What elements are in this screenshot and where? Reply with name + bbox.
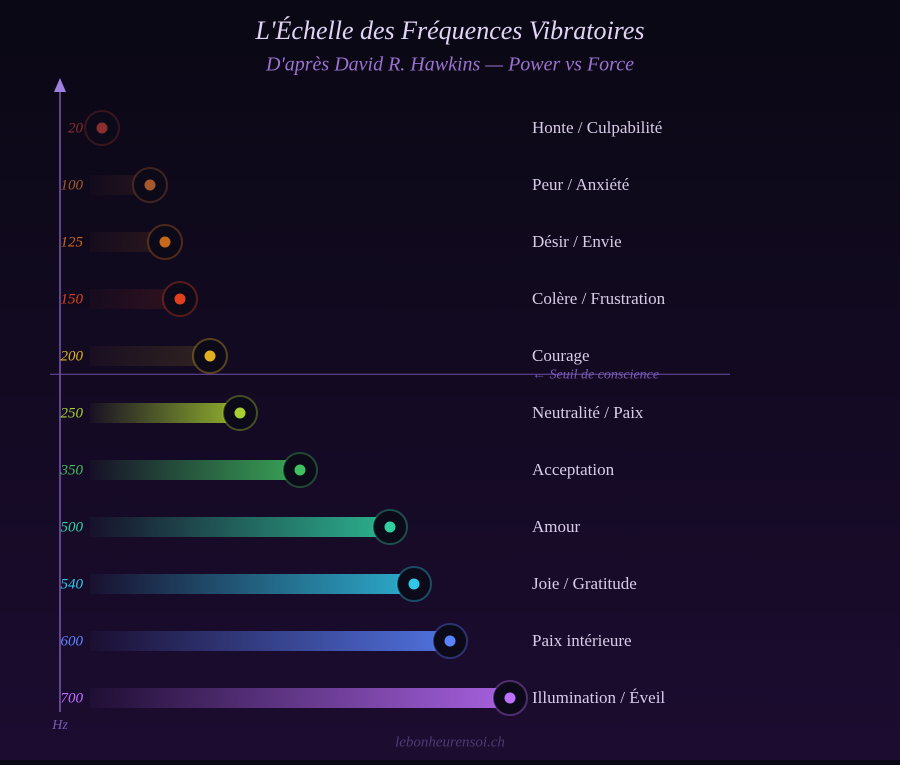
chart-title: L'Échelle des Fréquences Vibratoires <box>255 16 645 45</box>
source: lebonheurensoi.ch <box>395 734 505 750</box>
dot <box>144 179 156 191</box>
bar <box>90 574 414 594</box>
category-label: Acceptation <box>532 460 615 479</box>
category-label: Joie / Gratitude <box>532 574 637 593</box>
dot <box>174 293 186 305</box>
value-label: 700 <box>61 690 84 706</box>
bar <box>90 232 165 252</box>
axis-label: Hz <box>51 718 68 733</box>
value-label: 125 <box>61 234 84 250</box>
axis-arrow <box>54 78 66 92</box>
category-label: Colère / Frustration <box>532 289 666 308</box>
value-label: 600 <box>61 633 84 649</box>
dot <box>96 122 108 134</box>
category-label: Peur / Anxiété <box>532 175 629 194</box>
bar <box>90 517 390 537</box>
bar <box>90 403 240 423</box>
dot <box>408 578 420 590</box>
bar <box>90 631 450 651</box>
category-label: Désir / Envie <box>532 232 622 251</box>
category-label: Amour <box>532 517 581 536</box>
dot <box>504 692 516 704</box>
value-label: 150 <box>61 291 84 307</box>
category-label: Honte / Culpabilité <box>532 118 662 137</box>
dot <box>234 407 246 419</box>
value-label: 250 <box>61 405 84 421</box>
value-label: 200 <box>61 348 84 364</box>
dot <box>294 464 306 476</box>
category-label: Paix intérieure <box>532 631 632 650</box>
bar <box>90 346 210 366</box>
chart-subtitle: D'après David R. Hawkins — Power vs Forc… <box>265 54 634 76</box>
category-label: Illumination / Éveil <box>532 688 665 707</box>
bar <box>90 688 510 708</box>
dot <box>384 521 396 533</box>
value-label: 350 <box>60 462 84 478</box>
value-label: 100 <box>61 177 84 193</box>
value-label: 540 <box>61 576 84 592</box>
value-label: 500 <box>61 519 84 535</box>
dot <box>444 635 456 647</box>
value-label: 20 <box>68 120 84 136</box>
bar <box>90 289 180 309</box>
category-label: Neutralité / Paix <box>532 403 644 422</box>
dot <box>204 350 216 362</box>
threshold-label: ← Seuil de conscience <box>532 367 659 382</box>
bar <box>90 460 300 480</box>
dot <box>159 236 171 248</box>
category-label: Courage <box>532 346 590 365</box>
